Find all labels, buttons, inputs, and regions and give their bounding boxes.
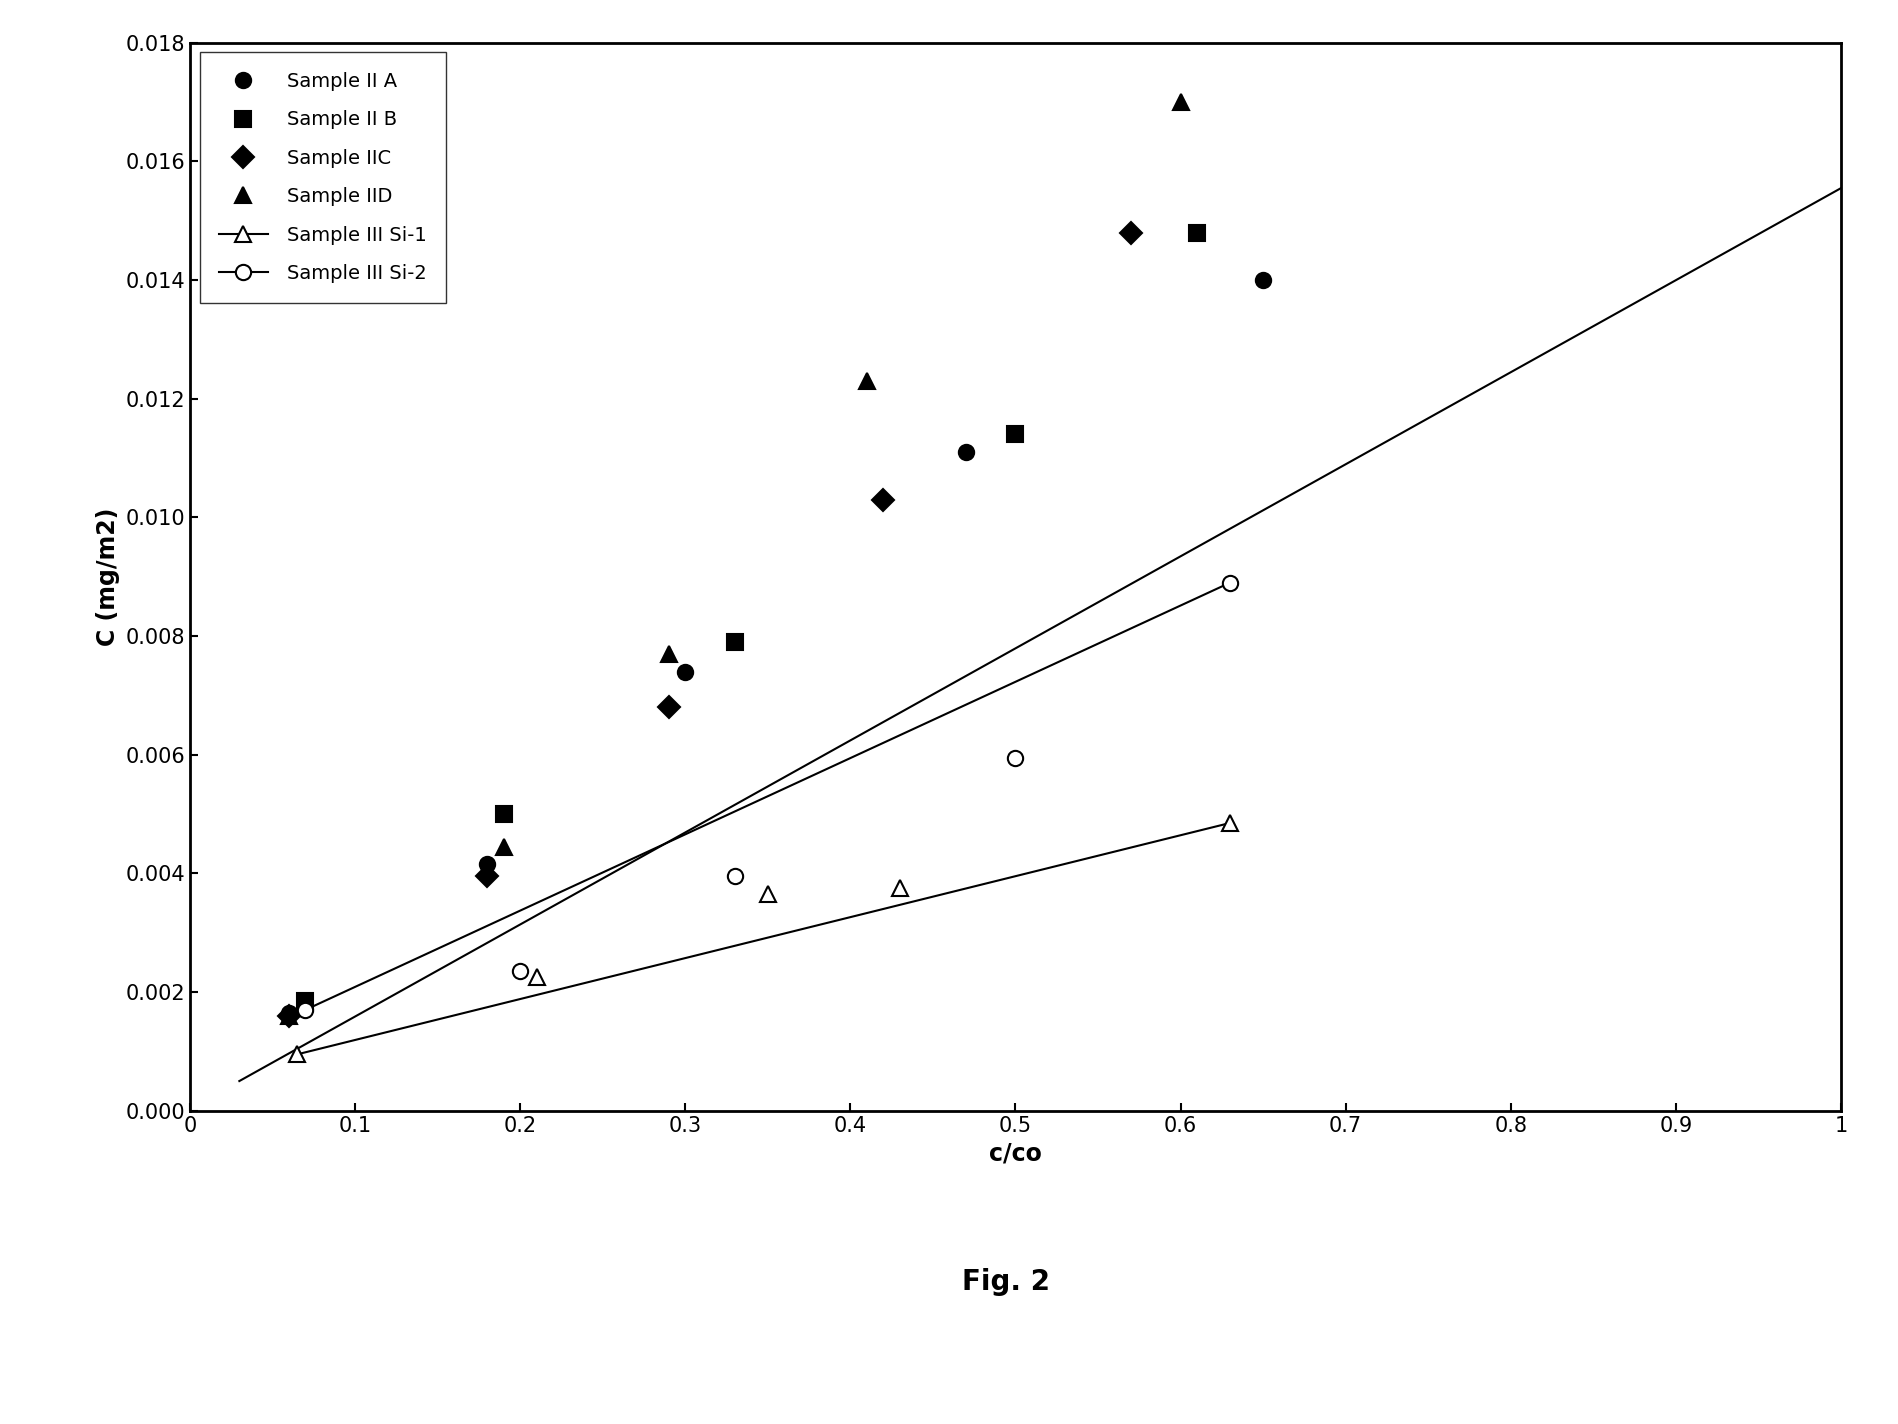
Sample IID <box>856 373 879 390</box>
Sample III Si-1 <box>755 886 778 903</box>
Sample III Si-2 <box>723 867 746 884</box>
Line: Sample III Si-1: Sample III Si-1 <box>290 816 1237 1062</box>
Sample IID <box>657 645 679 662</box>
Sample II A <box>1251 272 1274 289</box>
Line: Sample IID: Sample IID <box>281 94 1188 1024</box>
Sample III Si-2 <box>1004 749 1027 766</box>
Sample III Si-2 <box>294 1001 317 1018</box>
Sample III Si-1 <box>526 968 549 985</box>
Sample II B <box>294 993 317 1010</box>
Y-axis label: C (mg/m2): C (mg/m2) <box>95 507 120 646</box>
X-axis label: c/co: c/co <box>989 1141 1042 1165</box>
Sample IID <box>1169 94 1192 111</box>
Sample II A <box>674 664 697 681</box>
Sample IIC <box>476 867 499 884</box>
Sample II B <box>723 634 746 651</box>
Sample II A <box>955 444 977 461</box>
Sample III Si-2 <box>509 963 531 980</box>
Sample IIC <box>871 491 894 508</box>
Sample II B <box>492 806 514 823</box>
Sample II A <box>277 1004 300 1021</box>
Sample IIC <box>277 1007 300 1024</box>
Legend: Sample II A, Sample II B, Sample IIC, Sample IID, Sample III Si-1, Sample III Si: Sample II A, Sample II B, Sample IIC, Sa… <box>199 53 446 302</box>
Text: Fig. 2: Fig. 2 <box>962 1267 1050 1296</box>
Line: Sample IIC: Sample IIC <box>281 225 1139 1024</box>
Sample IID <box>277 1007 300 1024</box>
Sample III Si-2 <box>1219 574 1241 591</box>
Sample II B <box>1186 224 1209 241</box>
Sample IIC <box>1120 224 1143 241</box>
Line: Sample II B: Sample II B <box>298 225 1205 1008</box>
Line: Sample III Si-2: Sample III Si-2 <box>298 575 1237 1018</box>
Sample IID <box>492 839 514 856</box>
Line: Sample II A: Sample II A <box>281 272 1272 1021</box>
Sample IIC <box>657 699 679 716</box>
Sample II B <box>1004 426 1027 443</box>
Sample II A <box>476 856 499 873</box>
Sample III Si-1 <box>1219 815 1241 832</box>
Sample III Si-1 <box>888 880 911 897</box>
Sample III Si-1 <box>287 1045 309 1062</box>
